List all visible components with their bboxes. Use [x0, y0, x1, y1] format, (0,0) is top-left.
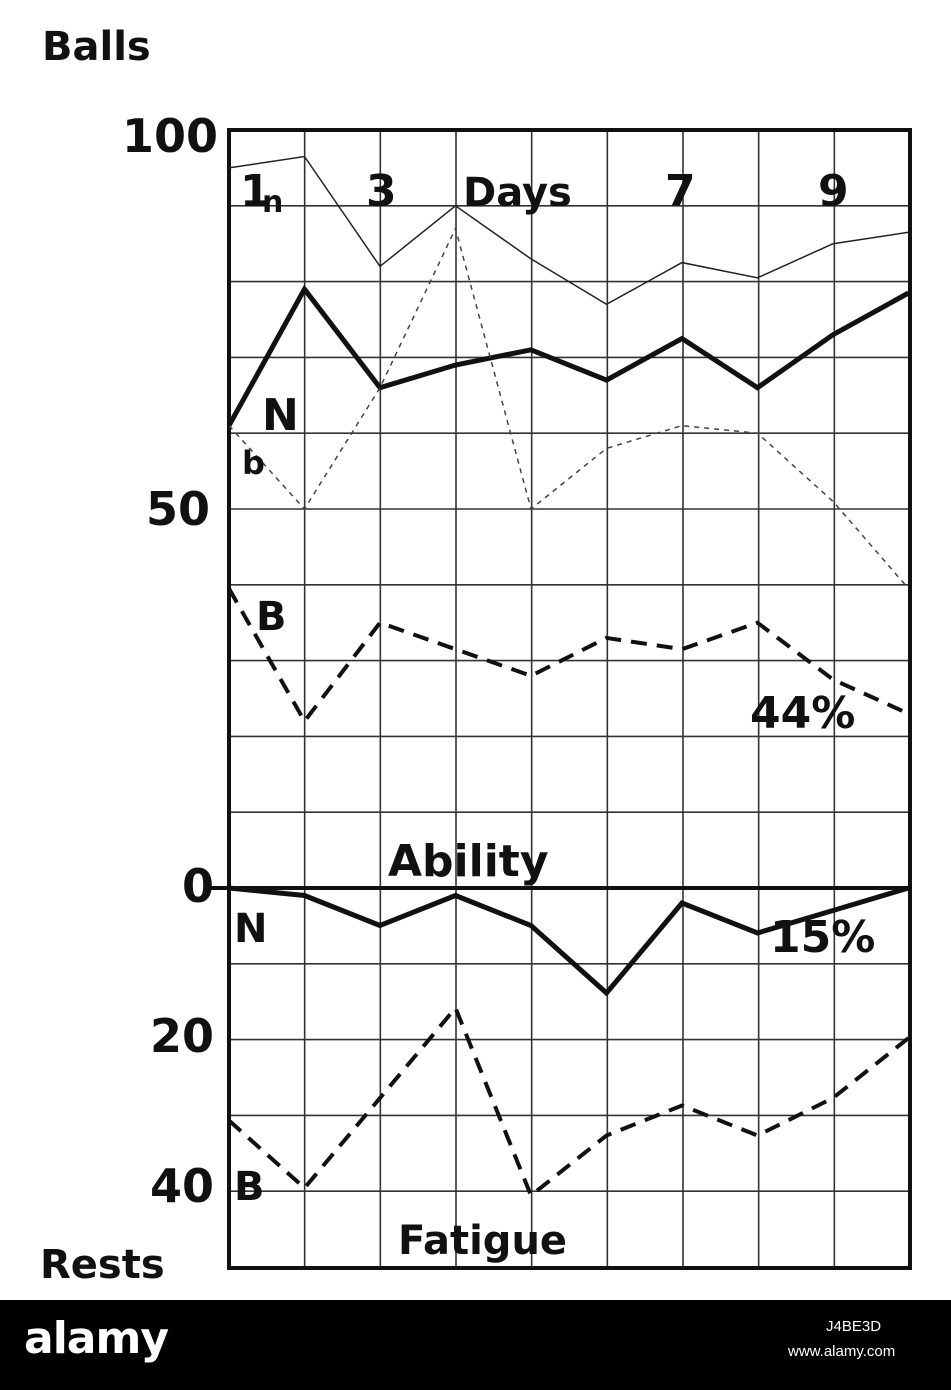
- watermark-footer: [0, 1300, 951, 1390]
- image-id: J4BE3D: [826, 1318, 882, 1335]
- series-label-N: N: [262, 390, 299, 441]
- ability-series-dashed-line: [227, 587, 910, 725]
- series-label-n: n: [262, 185, 283, 220]
- y-tick-label: 40: [150, 1159, 214, 1213]
- y-tick-label: 100: [122, 109, 218, 163]
- x-tick-label: 3: [366, 166, 397, 217]
- series-label-B: B: [256, 594, 287, 640]
- ability-series-bold-line: [226, 284, 910, 427]
- y-tick-label: 20: [150, 1009, 214, 1063]
- series-label-b: b: [242, 444, 265, 482]
- series-label-B-fatigue: B: [234, 1164, 265, 1210]
- y-tick-label: 50: [146, 482, 210, 536]
- x-axis-title-days: Days: [463, 170, 572, 216]
- annotation-15-percent: 15%: [770, 912, 875, 963]
- fatigue-series-dashed-line: [227, 1004, 910, 1199]
- plot-frame: [227, 128, 912, 1270]
- site-url[interactable]: www.alamy.com: [788, 1343, 896, 1360]
- fatigue-series-bold-line: [228, 885, 910, 997]
- series-label-N-fatigue: N: [234, 906, 267, 952]
- y-axis-title-balls: Balls: [42, 24, 151, 70]
- annotation-44-percent: 44%: [750, 688, 855, 739]
- panel-title-ability: Ability: [388, 836, 549, 887]
- y-tick-label: 0: [182, 859, 214, 913]
- ability-series-thin-line: [228, 155, 909, 306]
- x-tick-label: 7: [665, 166, 696, 217]
- ability-series-dotted-line: [228, 226, 910, 590]
- y-axis-title-rests: Rests: [40, 1242, 165, 1288]
- x-tick-label: 9: [818, 166, 849, 217]
- brand-logo[interactable]: alamy: [24, 1313, 169, 1364]
- panel-title-fatigue: Fatigue: [398, 1218, 567, 1264]
- chart-svg: Balls Rests 100 50 0 20 40 1 3 Days 7 9 n Nb B N B 44% 15%…: [40, 24, 912, 1288]
- x-tick-label: 1: [240, 166, 271, 217]
